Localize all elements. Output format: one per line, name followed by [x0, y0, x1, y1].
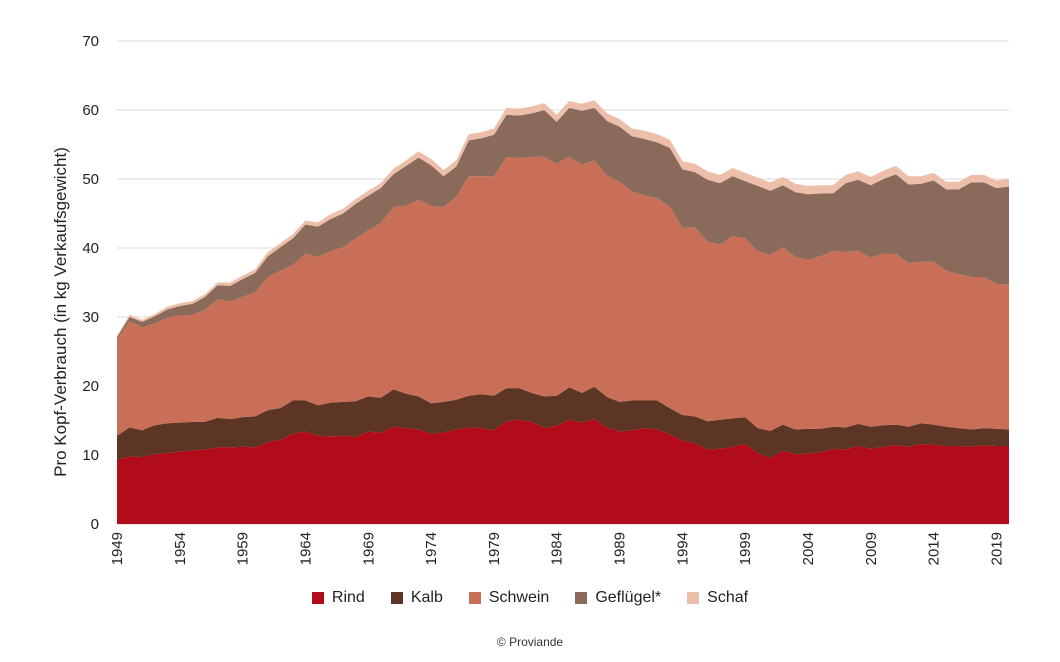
y-tick-label: 30 — [82, 309, 99, 326]
legend-label: Schwein — [488, 589, 550, 606]
x-tick-label: 1959 — [235, 532, 252, 565]
x-tick-label: 1949 — [109, 532, 126, 565]
x-tick-label: 1969 — [360, 532, 377, 565]
stacked-areas — [117, 100, 1009, 524]
y-tick-label: 10 — [82, 447, 99, 464]
x-tick-label: 1999 — [737, 532, 754, 565]
x-tick-label: 2004 — [800, 532, 817, 565]
x-axis-ticks: 1949 1954 1959 1964 1969 1974 1979 1984 1989 1994… — [109, 532, 1005, 565]
legend-item-1: Kalb — [390, 589, 443, 607]
legend-swatch — [390, 592, 403, 604]
y-tick-label: 20 — [82, 378, 99, 395]
legend-label: Schaf — [707, 589, 749, 606]
legend-swatch — [687, 592, 700, 604]
y-axis-label: Pro Kopf-Verbrauch (in kg Verkaufsgewich… — [51, 147, 70, 477]
x-tick-label: 2009 — [863, 532, 880, 565]
x-tick-label: 1974 — [423, 532, 440, 565]
y-tick-label: 0 — [91, 516, 99, 533]
y-tick-label: 70 — [82, 33, 99, 50]
area-chart: 0 10 20 30 40 50 60 70 1949 1954 1959 1964 1969 1974… — [51, 33, 1009, 565]
y-tick-label: 60 — [82, 102, 99, 119]
area-series-2 — [117, 156, 1009, 436]
y-axis-ticks: 0 10 20 30 40 50 60 70 — [82, 33, 99, 533]
legend-swatch — [575, 592, 588, 604]
legend-item-2: Schwein — [468, 589, 550, 607]
x-tick-label: 2019 — [988, 532, 1005, 565]
legend: Rind Kalb Schwein Geflügel* Schaf — [0, 589, 1060, 607]
x-tick-label: 1964 — [297, 532, 314, 565]
y-tick-label: 50 — [82, 171, 99, 188]
legend-swatch — [468, 592, 481, 604]
x-tick-label: 1989 — [612, 532, 629, 565]
x-tick-label: 1979 — [486, 532, 503, 565]
x-tick-label: 2014 — [926, 532, 943, 565]
legend-label: Geflügel* — [595, 589, 662, 606]
x-tick-label: 1954 — [172, 532, 189, 565]
x-tick-label: 1984 — [549, 532, 566, 565]
y-tick-label: 40 — [82, 240, 99, 257]
legend-label: Kalb — [410, 589, 443, 606]
legend-item-3: Geflügel* — [575, 589, 661, 607]
legend-label: Rind — [331, 589, 365, 606]
legend-swatch — [311, 592, 324, 604]
legend-item-0: Rind — [311, 589, 365, 607]
area-series-1 — [117, 386, 1009, 460]
area-series-3 — [117, 107, 1009, 340]
area-series-0 — [117, 419, 1009, 524]
copyright-notice: © Proviande — [496, 635, 564, 649]
x-tick-label: 1994 — [674, 532, 691, 565]
legend-item-4: Schaf — [687, 589, 748, 607]
